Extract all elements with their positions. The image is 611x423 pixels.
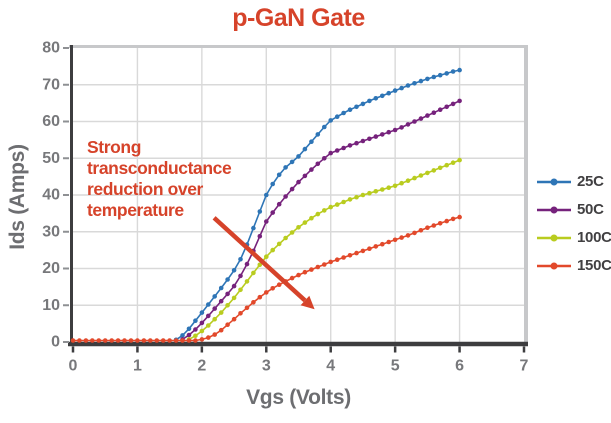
- legend-label: 25C: [577, 173, 604, 190]
- series-25C: [173, 67, 462, 343]
- annotation-line: Strong: [87, 137, 141, 157]
- annotation-line: reduction over: [87, 179, 203, 199]
- legend-label: 50C: [577, 201, 604, 218]
- x-axis-title: Vgs (Volts): [246, 386, 351, 409]
- legend-label: 150C: [577, 257, 611, 274]
- y-tick-label: 40: [42, 187, 60, 204]
- annotation-arrow: [212, 216, 315, 310]
- chart-title: p-GaN Gate: [232, 4, 365, 32]
- x-tick-label: 2: [197, 357, 206, 374]
- y-tick-label: 30: [42, 223, 60, 240]
- y-tick-label: 80: [42, 40, 60, 57]
- legend-label: 100C: [577, 229, 611, 246]
- annotation-line: transconductance: [87, 158, 232, 178]
- x-tick-label: 5: [391, 357, 400, 374]
- y-tick-label: 20: [42, 260, 60, 277]
- x-tick-label: 7: [520, 357, 529, 374]
- legend-marker-icon: [537, 206, 571, 213]
- y-tick-label: 60: [42, 113, 60, 130]
- y-tick-label: 50: [42, 150, 60, 167]
- x-tick-label: 0: [69, 357, 78, 374]
- legend-marker-icon: [537, 262, 571, 269]
- x-tick-label: 4: [326, 357, 335, 374]
- legend-item-50c: 50C: [536, 201, 611, 218]
- annotation-text: Strong transconductance reduction over t…: [87, 137, 257, 221]
- x-tick-label: 6: [455, 357, 464, 374]
- legend-item-100c: 100C: [536, 229, 611, 246]
- y-tick-label: 70: [42, 76, 60, 93]
- series-50C: [180, 98, 462, 342]
- legend: 25C 50C 100C 150C: [536, 173, 611, 274]
- x-tick-label: 3: [262, 357, 271, 374]
- legend-marker-icon: [537, 178, 571, 185]
- y-tick-label: 10: [42, 297, 60, 314]
- annotation-line: temperature: [87, 200, 184, 220]
- legend-item-150c: 150C: [536, 257, 611, 274]
- y-tick-label: 0: [51, 334, 60, 351]
- legend-marker-icon: [537, 234, 571, 241]
- legend-item-25c: 25C: [536, 173, 611, 190]
- axes: [68, 45, 528, 347]
- series-100C: [186, 157, 462, 342]
- x-tick-label: 1: [133, 357, 142, 374]
